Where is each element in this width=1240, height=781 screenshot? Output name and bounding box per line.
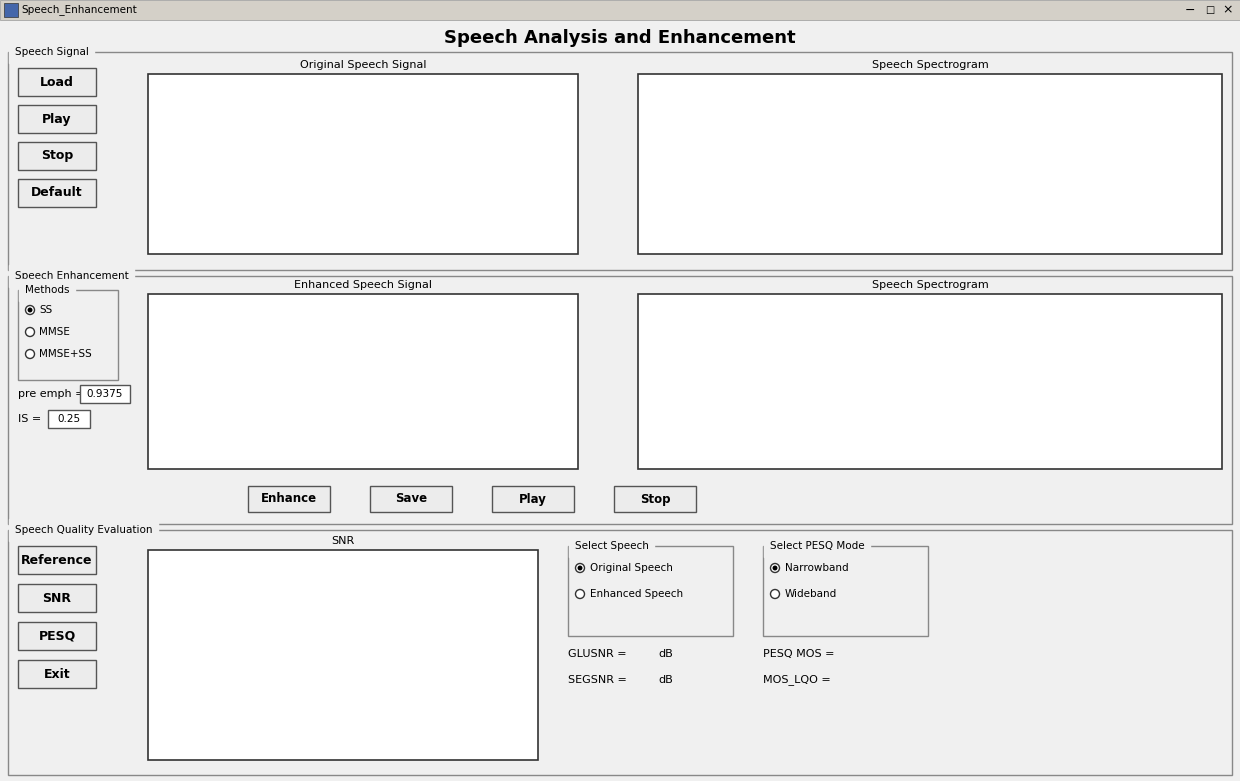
Text: dB: dB <box>658 649 673 659</box>
Text: Speech_Enhancement: Speech_Enhancement <box>21 5 136 16</box>
Text: SEGSNR =: SEGSNR = <box>568 675 627 685</box>
Bar <box>639 74 1221 254</box>
Text: SNR: SNR <box>42 591 72 604</box>
Bar <box>370 486 453 512</box>
Bar <box>19 142 95 170</box>
Text: Default: Default <box>31 187 83 199</box>
Bar <box>19 105 95 133</box>
Text: Original Speech: Original Speech <box>590 563 673 573</box>
Bar <box>568 546 733 636</box>
Bar <box>19 622 95 650</box>
Text: Speech Spectrogram: Speech Spectrogram <box>872 280 988 290</box>
Text: IS =: IS = <box>19 414 41 424</box>
Text: Wideband: Wideband <box>785 589 837 599</box>
Text: Original Speech Signal: Original Speech Signal <box>300 60 427 70</box>
Text: dB: dB <box>658 675 673 685</box>
Circle shape <box>26 327 35 337</box>
Bar <box>7 52 1233 270</box>
Bar <box>19 179 95 207</box>
Text: 0.9375: 0.9375 <box>87 389 123 399</box>
Text: Methods: Methods <box>25 285 69 295</box>
Circle shape <box>773 565 777 570</box>
Circle shape <box>770 590 780 598</box>
Text: Stop: Stop <box>640 493 671 505</box>
Bar <box>148 294 578 469</box>
Text: MOS_LQO =: MOS_LQO = <box>763 675 831 686</box>
Text: Reference: Reference <box>21 554 93 566</box>
Text: Speech Enhancement: Speech Enhancement <box>15 271 129 281</box>
Text: GLUSNR =: GLUSNR = <box>568 649 626 659</box>
Text: Save: Save <box>394 493 427 505</box>
Text: SS: SS <box>38 305 52 315</box>
Bar <box>248 486 330 512</box>
Text: Speech Quality Evaluation: Speech Quality Evaluation <box>15 525 153 535</box>
Text: pre emph =: pre emph = <box>19 389 84 399</box>
Bar <box>19 546 95 574</box>
Text: Select PESQ Mode: Select PESQ Mode <box>770 541 864 551</box>
Circle shape <box>770 564 780 572</box>
Text: MMSE+SS: MMSE+SS <box>38 349 92 359</box>
Text: Enhanced Speech Signal: Enhanced Speech Signal <box>294 280 432 290</box>
Text: Enhanced Speech: Enhanced Speech <box>590 589 683 599</box>
Text: −: − <box>1184 3 1195 16</box>
Bar <box>81 385 130 403</box>
Text: Stop: Stop <box>41 149 73 162</box>
Text: Speech Spectrogram: Speech Spectrogram <box>872 60 988 70</box>
Text: SNR: SNR <box>331 536 355 546</box>
Circle shape <box>26 350 35 358</box>
Bar <box>19 660 95 688</box>
Text: Exit: Exit <box>43 668 71 680</box>
Bar <box>4 3 19 17</box>
Text: PESQ MOS =: PESQ MOS = <box>763 649 835 659</box>
Text: Speech Signal: Speech Signal <box>15 47 89 57</box>
Bar <box>7 276 1233 524</box>
Circle shape <box>27 308 32 312</box>
Text: Enhance: Enhance <box>260 493 317 505</box>
Bar <box>0 0 1240 20</box>
Bar <box>614 486 696 512</box>
Text: Load: Load <box>40 76 74 88</box>
Bar <box>639 294 1221 469</box>
Text: MMSE: MMSE <box>38 327 69 337</box>
Bar <box>19 290 118 380</box>
Bar <box>7 530 1233 775</box>
Text: 0.25: 0.25 <box>57 414 81 424</box>
Text: PESQ: PESQ <box>38 629 76 643</box>
Bar <box>148 74 578 254</box>
Bar <box>48 410 91 428</box>
Circle shape <box>575 564 584 572</box>
Text: ×: × <box>1223 3 1234 16</box>
Bar <box>492 486 574 512</box>
Circle shape <box>575 590 584 598</box>
Bar <box>19 68 95 96</box>
Text: Play: Play <box>520 493 547 505</box>
Text: Speech Analysis and Enhancement: Speech Analysis and Enhancement <box>444 29 796 47</box>
Bar <box>763 546 928 636</box>
Text: Play: Play <box>42 112 72 126</box>
Text: Select Speech: Select Speech <box>575 541 649 551</box>
Circle shape <box>26 305 35 315</box>
Bar <box>148 550 538 760</box>
Text: □: □ <box>1205 5 1215 15</box>
Bar <box>19 584 95 612</box>
Text: Narrowband: Narrowband <box>785 563 848 573</box>
Circle shape <box>578 565 583 570</box>
